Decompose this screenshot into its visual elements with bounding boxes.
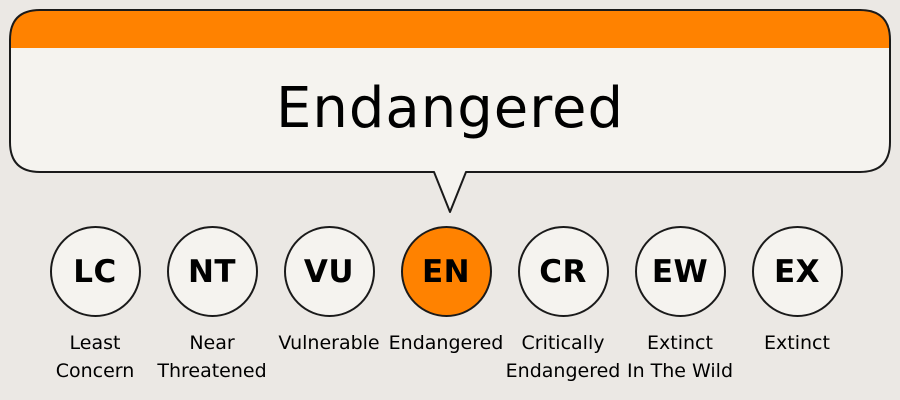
status-label-line: Near (189, 332, 235, 354)
status-item-cr[interactable]: CR Critically Endangered (498, 226, 628, 385)
status-label-line: Endangered (505, 360, 621, 382)
status-circle[interactable]: EW (634, 226, 726, 317)
status-callout: Endangered (9, 9, 891, 213)
status-label: Near Threatened (157, 329, 266, 385)
status-label-line: Vulnerable (278, 332, 380, 354)
callout-bubble (9, 9, 891, 213)
status-label: Critically Endangered (506, 329, 621, 385)
status-code: EN (421, 253, 471, 290)
status-circle[interactable]: EX (751, 226, 843, 317)
status-code: EX (773, 253, 821, 290)
status-label-line: Extinct (647, 332, 713, 354)
status-label: Vulnerable (278, 329, 379, 357)
status-label-line: Endangered (388, 332, 504, 354)
status-item-vu[interactable]: VU Vulnerable (264, 226, 394, 357)
status-label: Extinct (764, 329, 830, 357)
status-circle-active[interactable]: EN (400, 226, 492, 317)
status-code: LC (73, 253, 117, 290)
status-code: NT (187, 253, 237, 290)
status-label: Extinct In The Wild (627, 329, 733, 385)
status-item-ex[interactable]: EX Extinct (732, 226, 862, 357)
status-scale: LC Least Concern NT Near Threatened VU V… (0, 226, 900, 400)
status-label-line: Extinct (764, 332, 830, 354)
status-code: EW (651, 253, 709, 290)
status-label: Least Concern (56, 329, 135, 385)
status-label-line: In The Wild (626, 360, 734, 382)
status-circle[interactable]: NT (166, 226, 258, 317)
status-label-line: Threatened (157, 360, 267, 382)
status-item-nt[interactable]: NT Near Threatened (147, 226, 277, 385)
status-code: VU (303, 253, 355, 290)
status-item-en[interactable]: EN Endangered (381, 226, 511, 357)
status-circle[interactable]: VU (283, 226, 375, 317)
status-circle[interactable]: LC (49, 226, 141, 317)
status-label-line: Critically (521, 332, 605, 354)
status-item-lc[interactable]: LC Least Concern (30, 226, 160, 385)
status-label-line: Least (69, 332, 121, 354)
status-item-ew[interactable]: EW Extinct In The Wild (615, 226, 745, 385)
status-label: Endangered (389, 329, 504, 357)
callout-title: Endangered (275, 75, 625, 141)
callout-header-bar (10, 10, 890, 48)
status-label-line: Concern (55, 360, 135, 382)
status-code: CR (539, 253, 587, 290)
status-circle[interactable]: CR (517, 226, 609, 317)
